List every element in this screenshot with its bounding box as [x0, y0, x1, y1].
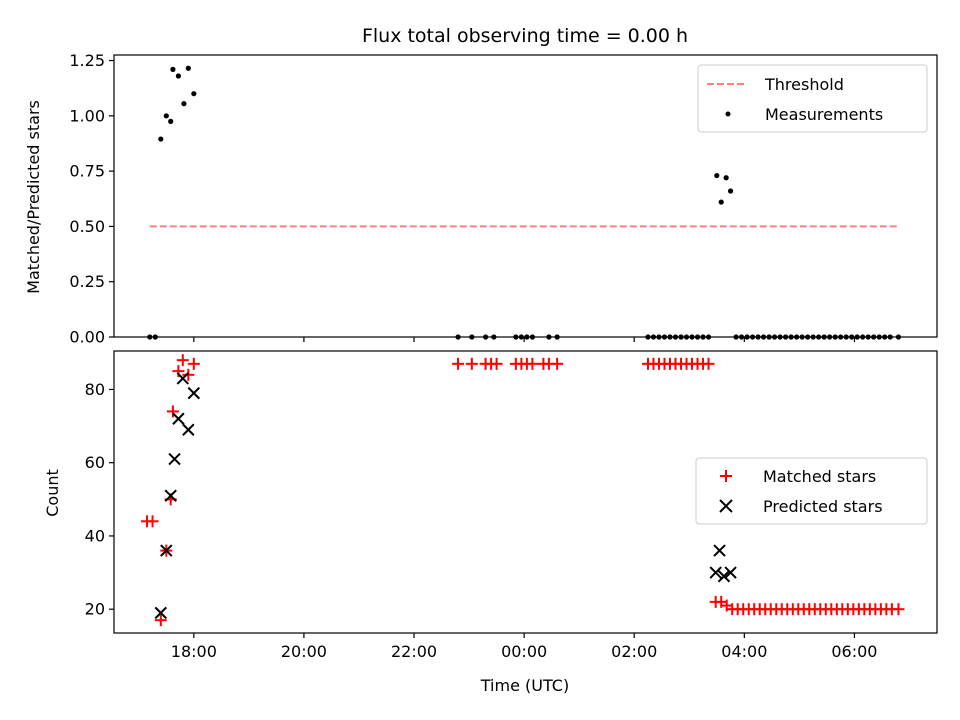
- data-point: [182, 423, 195, 436]
- bottom-plot-area: 20 40 60 80 18:00 20:00 22:00 00:00 02:00 04:00 06…: [85, 350, 938, 661]
- bottom-legend: Matched stars Predicted stars: [695, 457, 928, 525]
- top-axes-frame: [113, 54, 938, 338]
- predicted-legend-swatch: [719, 499, 733, 513]
- x-tick-label: 00:00: [501, 642, 547, 661]
- y-tick-label: 60: [85, 453, 105, 472]
- bottom-y-axis-label: Count: [43, 469, 62, 517]
- data-point: [175, 73, 182, 79]
- measurements-legend-swatch: [725, 111, 731, 117]
- x-tick-label: 22:00: [391, 642, 437, 661]
- data-point: [551, 357, 564, 370]
- top-plot-area: 0.00 0.25 0.50 0.75 1.00 1.25: [69, 51, 938, 347]
- matched-legend-label: Matched stars: [763, 467, 876, 486]
- data-point: [172, 412, 185, 425]
- measurements-legend-label: Measurements: [765, 105, 883, 124]
- bottom-series-predicted-stars: [154, 372, 737, 620]
- x-tick-label: 02:00: [611, 642, 657, 661]
- x-axis-label: Time (UTC): [480, 676, 569, 695]
- chart-title: Flux total observing time = 0.00 h: [362, 25, 688, 47]
- data-point: [718, 199, 724, 205]
- data-point: [702, 357, 715, 370]
- data-point: [168, 118, 174, 124]
- threshold-legend-label: Threshold: [764, 75, 844, 94]
- top-legend: Threshold Measurements: [697, 64, 928, 133]
- y-tick-label: 20: [85, 600, 105, 619]
- data-point: [452, 357, 465, 370]
- data-point: [187, 386, 201, 400]
- data-point: [168, 452, 181, 466]
- data-point: [187, 357, 200, 370]
- data-point: [490, 357, 503, 370]
- y-tick-label: 40: [85, 526, 105, 545]
- y-tick-label: 1.25: [69, 51, 105, 70]
- data-point: [176, 354, 189, 367]
- data-point: [182, 368, 195, 381]
- data-point: [727, 188, 734, 194]
- data-point: [185, 65, 191, 71]
- data-point: [166, 405, 179, 418]
- data-point: [713, 544, 726, 557]
- predicted-legend-label: Predicted stars: [763, 497, 883, 516]
- data-point: [176, 372, 190, 385]
- data-point: [714, 172, 720, 179]
- y-tick-label: 0.75: [69, 162, 105, 181]
- top-series-measurements: [147, 65, 902, 340]
- data-point: [717, 570, 731, 583]
- bottom-legend-box: [695, 457, 928, 525]
- data-point: [181, 101, 187, 107]
- y-tick-label: 0.50: [69, 217, 105, 236]
- bottom-series-matched-stars: [141, 354, 905, 627]
- data-point: [158, 136, 164, 142]
- top-y-axis-label: Matched/Predicted stars: [24, 100, 43, 294]
- data-point: [163, 113, 169, 119]
- data-point: [154, 614, 167, 627]
- data-point: [170, 66, 176, 72]
- x-tick-label: 04:00: [721, 642, 767, 661]
- data-point: [465, 357, 478, 370]
- data-point: [526, 357, 539, 370]
- y-tick-label: 1.00: [69, 106, 105, 125]
- y-tick-label: 80: [85, 380, 105, 399]
- data-point: [723, 175, 729, 181]
- matched-legend-swatch: [720, 470, 732, 482]
- data-point: [892, 603, 905, 616]
- data-point: [191, 91, 197, 97]
- x-tick-label: 20:00: [281, 642, 327, 661]
- data-point: [146, 515, 159, 528]
- data-point: [164, 489, 177, 502]
- y-tick-label: 0.25: [69, 272, 105, 291]
- data-point: [709, 566, 722, 579]
- y-tick-label: 0.00: [69, 328, 105, 347]
- data-point: [160, 544, 173, 557]
- data-point: [724, 566, 737, 579]
- x-tick-label: 18:00: [171, 642, 217, 661]
- bottom-axes-frame: [113, 350, 938, 634]
- top-legend-box: [697, 64, 928, 133]
- data-point: [154, 606, 167, 620]
- x-tick-label: 06:00: [831, 642, 877, 661]
